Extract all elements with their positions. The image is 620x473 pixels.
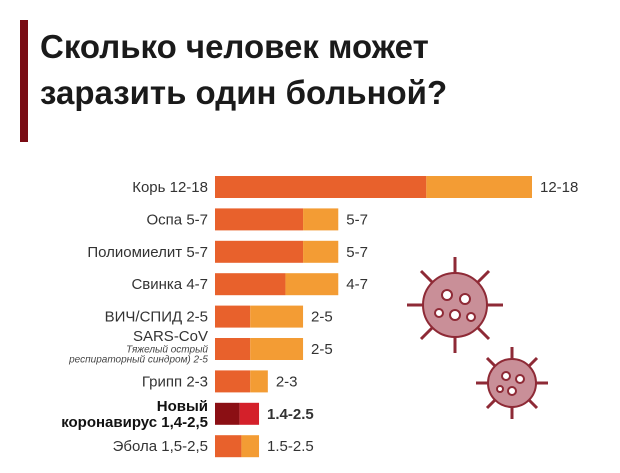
value-label: 5-7 <box>346 244 368 261</box>
category-note: респираторный синдром) 2-5 <box>68 355 208 366</box>
bar-high <box>250 305 304 328</box>
bar-high <box>303 208 339 231</box>
bar-low <box>215 176 427 198</box>
category-label: коронавирус 1,4-2,5 <box>61 414 208 431</box>
bar-high <box>239 402 260 425</box>
category-label: Полиомиелит 5-7 <box>87 244 208 261</box>
bar-high <box>250 370 268 393</box>
bar-low <box>215 402 240 425</box>
bar-high <box>285 273 339 296</box>
value-label: 4-7 <box>346 276 368 293</box>
category-label: Корь 12-18 <box>132 179 208 196</box>
category-note: Тяжелый острый <box>126 345 208 356</box>
value-label: 2-3 <box>276 373 298 390</box>
value-label: 12-18 <box>540 179 578 196</box>
category-label: Эбола 1,5-2,5 <box>113 438 208 455</box>
virus-icon <box>407 257 548 419</box>
chart-title: Сколько человек может заразить один боль… <box>40 28 448 111</box>
category-label: Свинка 4-7 <box>131 276 208 293</box>
bar-high <box>241 435 260 458</box>
accent-bar <box>20 20 28 142</box>
value-label: 2-5 <box>311 309 333 326</box>
category-label: Оспа 5-7 <box>147 211 208 228</box>
bar-high <box>303 240 339 263</box>
bar-low <box>215 273 286 296</box>
value-label: 5-7 <box>346 211 368 228</box>
category-label: Новый <box>157 398 208 415</box>
category-label: Грипп 2-3 <box>142 373 208 390</box>
category-label: SARS-CoV <box>133 328 208 345</box>
bar-low <box>215 305 251 328</box>
bar-low <box>215 370 251 393</box>
bar-low <box>215 208 304 231</box>
bar-high <box>426 176 532 198</box>
bar-high <box>250 338 304 360</box>
category-label: ВИЧ/СПИД 2-5 <box>105 309 208 326</box>
value-label: 1.5-2.5 <box>267 438 314 455</box>
value-label: 2-5 <box>311 341 333 358</box>
bar-low <box>215 240 304 263</box>
bar-low <box>215 338 251 360</box>
value-label: 1.4-2.5 <box>267 406 314 423</box>
bar-low <box>215 435 242 458</box>
